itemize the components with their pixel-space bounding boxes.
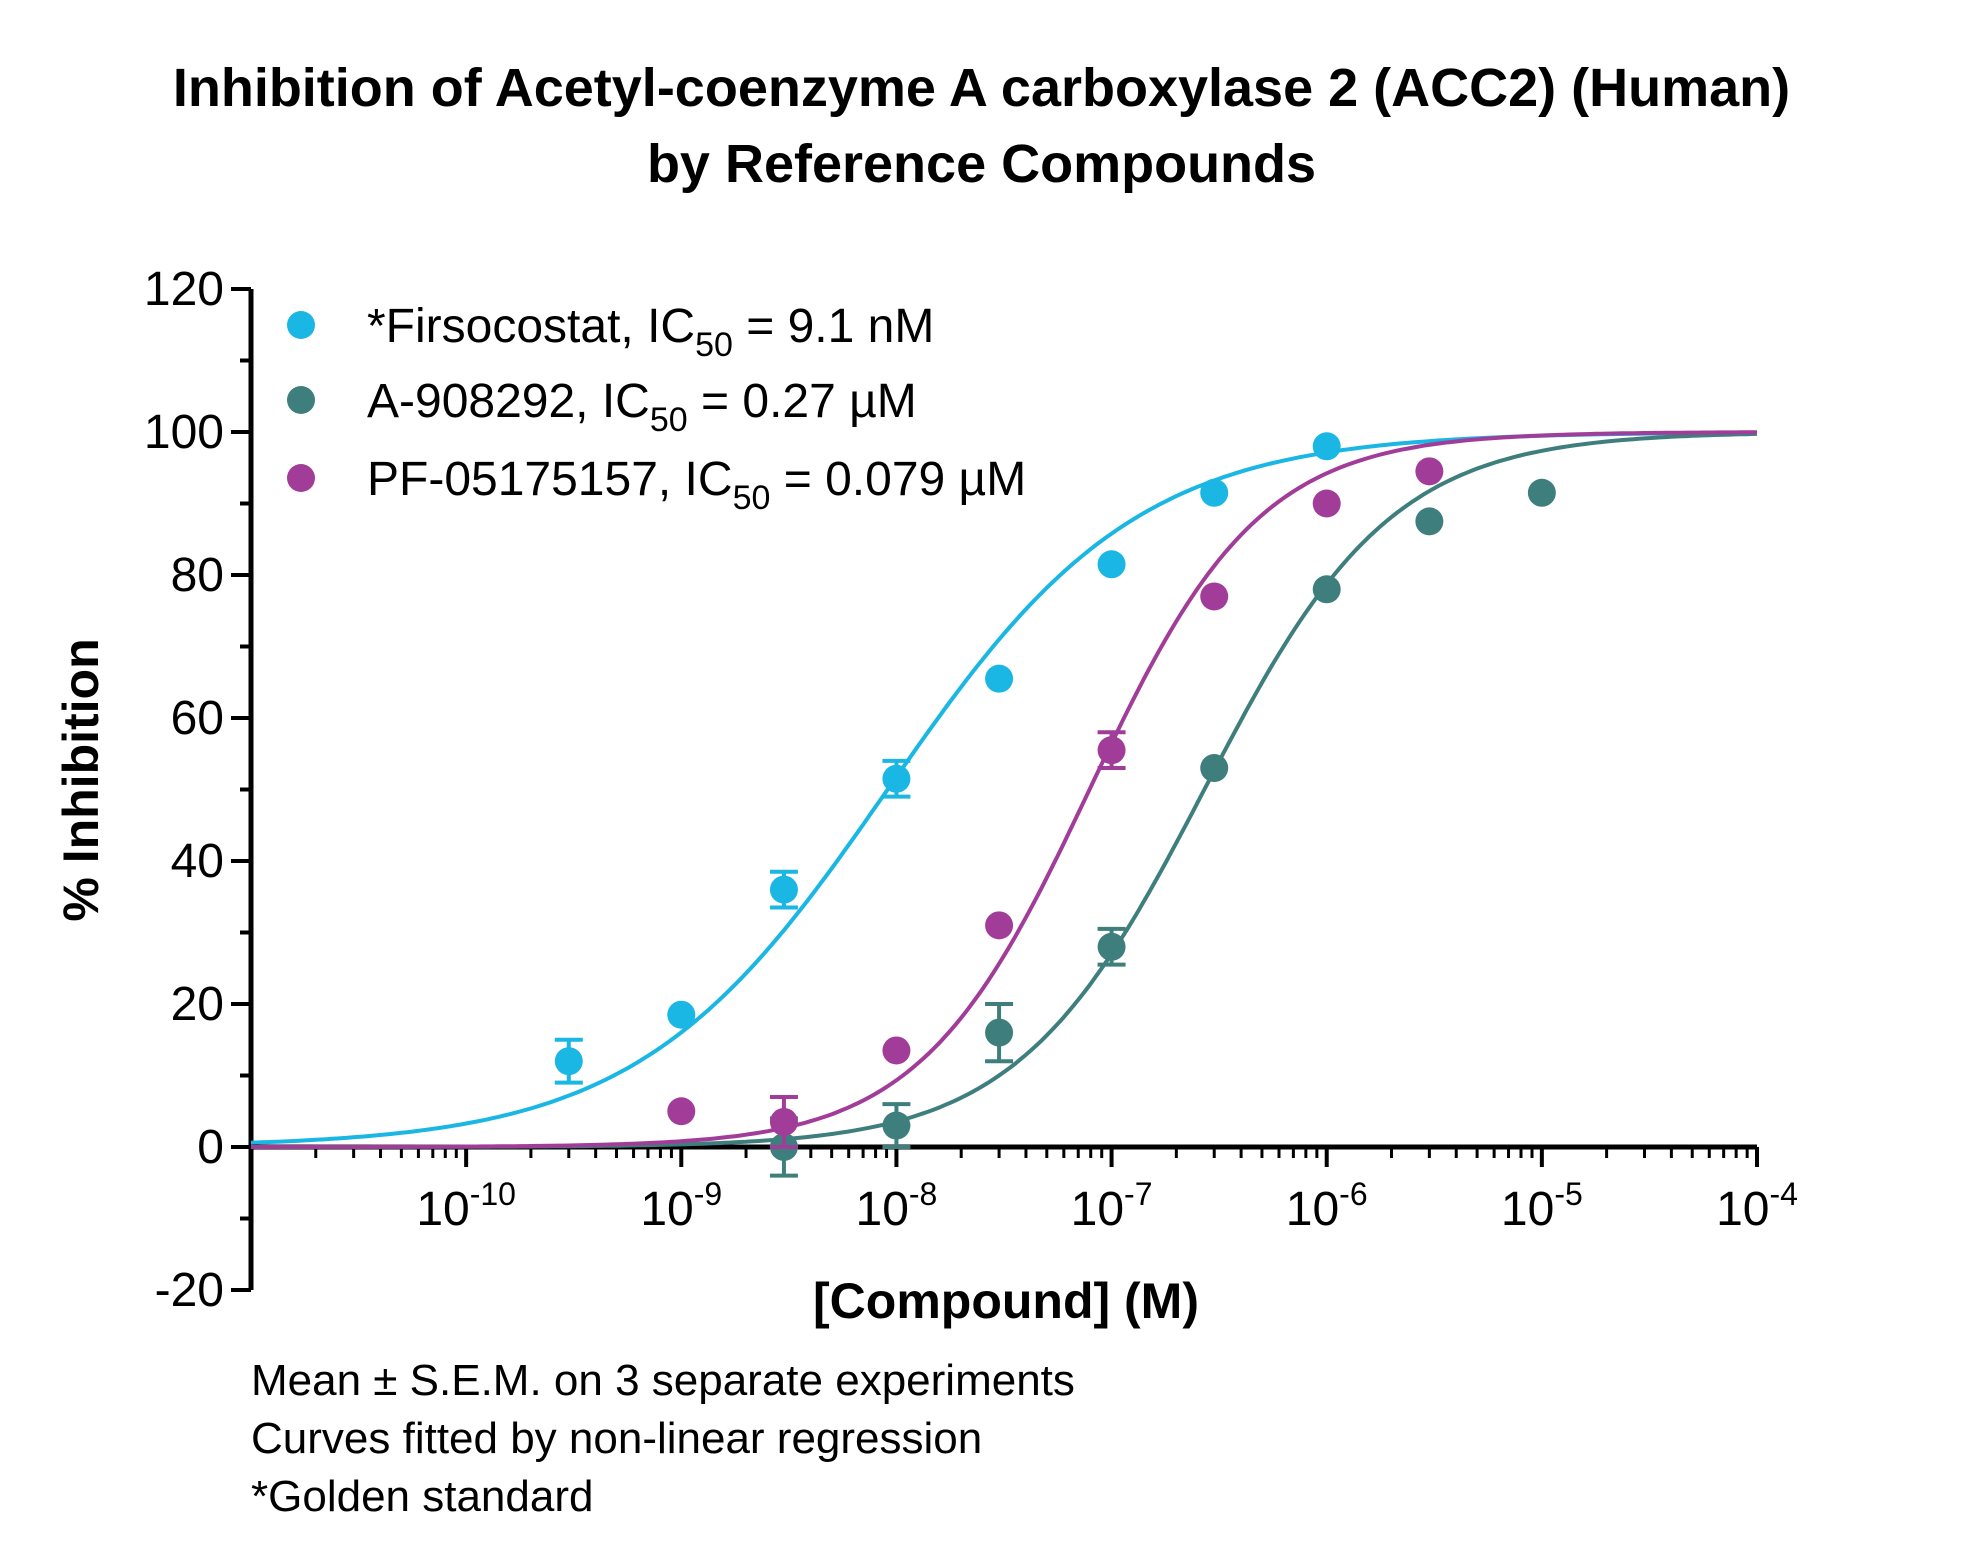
x-tick-label: 10-7 [1071,1176,1153,1236]
data-points [554,432,1556,1178]
data-point-series-3 [1312,489,1341,518]
data-point-series-2 [1312,575,1341,604]
data-point-series-3 [1415,457,1444,486]
x-tick-label: 10-5 [1501,1176,1583,1236]
chart-title-line-2: by Reference Compounds [646,134,1317,194]
data-point-series-2 [1527,478,1556,507]
y-tick-label: 40 [171,835,224,888]
data-point-series-1 [554,1047,583,1076]
data-point-series-2 [985,1018,1014,1047]
fitted-curves [250,430,1758,1149]
y-axis-label: % Inhibition [53,638,109,921]
legend-label-series-2: A-908292, IC50 = 0.27 µM [367,375,917,439]
x-tick-label: 10-10 [416,1176,516,1236]
chart-notes: Mean ± S.E.M. on 3 separate experiments … [251,1352,1075,1526]
data-point-series-2 [1200,754,1229,783]
y-tick-label: 120 [144,263,224,316]
y-tick-label: 100 [144,406,224,459]
note-line-1: Mean ± S.E.M. on 3 separate experiments [251,1356,1075,1405]
note-line-3: *Golden standard [251,1472,594,1521]
legend-label-series-1: *Firsocostat, IC50 = 9.1 nM [367,300,934,364]
data-point-series-2 [882,1111,911,1140]
data-point-series-1 [1097,550,1126,579]
chart-title: Inhibition of Acetyl-coenzyme A carboxyl… [0,50,1963,202]
x-tick-label: 10-9 [640,1176,722,1236]
x-tick-label: 10-6 [1286,1176,1368,1236]
data-point-series-3 [1097,736,1126,765]
data-point-series-2 [1415,507,1444,536]
x-tick-label: 10-4 [1716,1176,1798,1236]
note-line-2: Curves fitted by non-linear regression [251,1414,983,1463]
y-tick-label: -20 [155,1264,224,1317]
data-point-series-1 [769,875,798,904]
legend-marker-series-3 [287,464,315,492]
y-tick-label: 20 [171,978,224,1031]
data-point-series-3 [1200,582,1229,611]
data-point-series-3 [985,911,1014,940]
legend-marker-series-2 [287,386,315,414]
chart-title-line-1: Inhibition of Acetyl-coenzyme A carboxyl… [172,58,1791,118]
data-point-series-1 [667,1000,696,1029]
data-point-series-3 [667,1097,696,1126]
data-point-series-3 [769,1107,798,1136]
legend-marker-series-1 [287,311,315,339]
y-tick-label: 0 [197,1121,224,1174]
fit-curve-series-3 [251,430,1757,1149]
legend: *Firsocostat, IC50 = 9.1 nM A-908292, IC5… [287,300,1026,517]
data-point-series-3 [882,1036,911,1065]
data-point-series-1 [985,664,1014,693]
y-tick-label: 60 [171,692,224,745]
data-point-series-1 [1312,432,1341,461]
x-axis-label: [Compound] (M) [813,1273,1199,1329]
x-tick-label: 10-8 [856,1176,938,1236]
data-point-series-1 [1200,478,1229,507]
y-tick-label: 80 [171,549,224,602]
data-point-series-1 [882,764,911,793]
axes: -20 0 20 40 60 80 100 120 10-10 10-9 10-8 10-7 10-6 1… [144,263,1798,1317]
legend-label-series-3: PF-05175157, IC50 = 0.079 µM [367,453,1026,517]
data-point-series-2 [1097,932,1126,961]
